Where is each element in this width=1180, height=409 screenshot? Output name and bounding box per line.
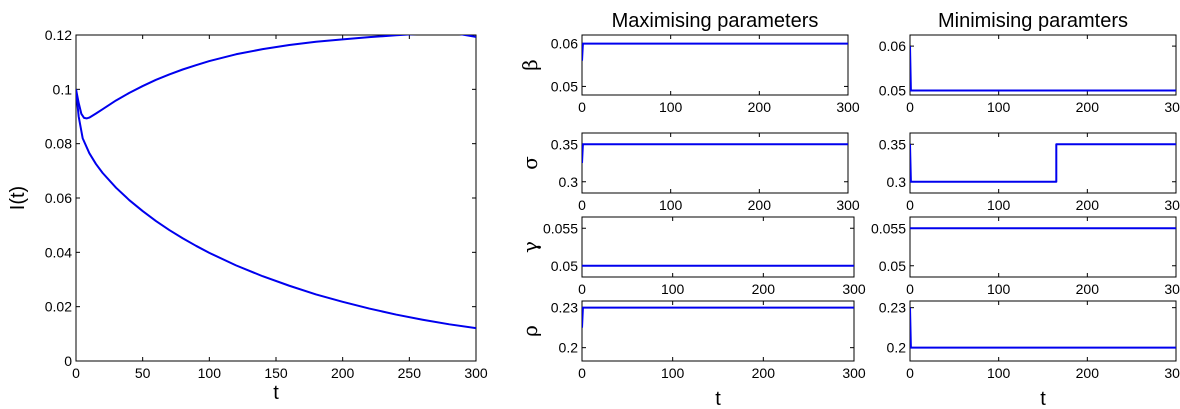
panel-main: 0 50 100 150 200 250 300 0 0.02 0.04 0.06 0.08 0.1 0.… xyxy=(7,27,488,404)
x-tick-label: 300 xyxy=(1164,281,1180,297)
x-tick-label: 200 xyxy=(748,99,772,115)
column-title-max: Maximising parameters xyxy=(612,10,819,32)
x-tick-label: 300 xyxy=(1164,197,1180,213)
x-axis-label: t xyxy=(273,382,279,404)
series-line-0 xyxy=(910,143,1176,183)
y-axis-label: γ xyxy=(518,241,542,253)
x-tick-label: 200 xyxy=(331,365,355,381)
y-tick-label: 0.05 xyxy=(551,258,578,274)
x-tick-label: 100 xyxy=(987,197,1011,213)
y-tick-label: 0.05 xyxy=(551,78,578,94)
x-tick-label: 50 xyxy=(135,365,151,381)
x-tick-label: 200 xyxy=(1076,197,1100,213)
x-tick-label: 100 xyxy=(659,99,683,115)
y-tick-label: 0.06 xyxy=(879,38,906,54)
series-line-0 xyxy=(76,35,476,120)
x-tick-label: 0 xyxy=(578,197,586,213)
column-title-min: Minimising paramters xyxy=(938,10,1128,32)
y-tick-label: 0.06 xyxy=(45,190,72,206)
plot-frame xyxy=(909,216,1177,278)
y-axis-label: σ xyxy=(518,156,542,170)
x-tick-label: 300 xyxy=(1164,99,1180,115)
y-tick-label: 0.2 xyxy=(559,340,579,356)
y-tick-label: 0.02 xyxy=(45,299,72,315)
x-tick-label: 200 xyxy=(1076,99,1100,115)
y-tick-label: 0.05 xyxy=(879,83,906,99)
plot-frame xyxy=(909,34,1177,96)
x-tick-label: 0 xyxy=(578,281,586,297)
y-tick-label: 0.12 xyxy=(45,27,72,43)
y-tick-label: 0.23 xyxy=(551,300,578,316)
x-tick-label: 300 xyxy=(836,197,860,213)
x-tick-label: 100 xyxy=(987,281,1011,297)
x-tick-label: 200 xyxy=(748,197,772,213)
y-tick-label: 0.055 xyxy=(871,220,906,236)
y-tick-label: 0.3 xyxy=(559,174,579,190)
y-axis-label: ρ xyxy=(518,325,542,337)
plot-frame xyxy=(909,300,1177,362)
y-tick-label: 0.3 xyxy=(887,174,907,190)
x-tick-label: 100 xyxy=(659,197,683,213)
y-axis-label: β xyxy=(518,59,542,71)
x-tick-label: 300 xyxy=(842,365,866,381)
y-tick-label: 0.2 xyxy=(887,340,907,356)
x-axis-label: t xyxy=(1040,388,1046,409)
panel-sigma-min: 0 100 200 300 0.3 0.35 xyxy=(879,132,1180,213)
x-tick-label: 0 xyxy=(906,99,914,115)
series-line-0 xyxy=(582,143,848,164)
y-tick-label: 0.1 xyxy=(53,81,73,97)
y-tick-label: 0 xyxy=(64,353,72,369)
series-line-0 xyxy=(910,307,1176,349)
x-tick-label: 300 xyxy=(464,365,488,381)
x-tick-label: 0 xyxy=(578,365,586,381)
x-tick-label: 0 xyxy=(906,281,914,297)
x-tick-label: 100 xyxy=(198,365,222,381)
x-tick-label: 0 xyxy=(72,365,80,381)
x-tick-label: 200 xyxy=(1076,281,1100,297)
panel-rho-min: 0 100 200 300 0.2 0.23 t xyxy=(879,300,1180,409)
y-tick-label: 0.23 xyxy=(879,300,906,316)
plot-frame xyxy=(75,34,477,362)
plot-frame xyxy=(581,34,849,96)
panel-gamma-min: 0 100 200 300 0.05 0.055 xyxy=(871,216,1180,297)
y-tick-label: 0.35 xyxy=(879,136,906,152)
y-tick-label: 0.05 xyxy=(879,258,906,274)
panel-beta-min: 0 100 200 300 0.05 0.06 xyxy=(879,34,1180,115)
y-axis-label: I(t) xyxy=(7,186,29,210)
series-line-1 xyxy=(76,89,476,330)
y-tick-label: 0.35 xyxy=(551,136,578,152)
series-line-0 xyxy=(582,42,848,61)
x-tick-label: 300 xyxy=(1164,365,1180,381)
x-tick-label: 100 xyxy=(661,281,685,297)
x-tick-label: 0 xyxy=(578,99,586,115)
x-tick-label: 200 xyxy=(752,365,776,381)
panel-sigma-max: 0 100 200 300 0.3 0.35 σ xyxy=(518,132,860,213)
x-tick-label: 0 xyxy=(906,197,914,213)
y-tick-label: 0.08 xyxy=(45,136,72,152)
plot-frame xyxy=(581,132,849,194)
x-tick-label: 300 xyxy=(842,281,866,297)
x-tick-label: 250 xyxy=(398,365,422,381)
panel-rho-max: 0 100 200 300 0.2 0.23 ρ t xyxy=(518,300,866,409)
x-tick-label: 100 xyxy=(987,365,1011,381)
x-tick-label: 200 xyxy=(752,281,776,297)
plot-frame xyxy=(909,132,1177,194)
y-tick-label: 0.06 xyxy=(551,36,578,52)
x-tick-label: 300 xyxy=(836,99,860,115)
y-tick-label: 0.055 xyxy=(543,220,578,236)
x-tick-label: 100 xyxy=(661,365,685,381)
series-line-0 xyxy=(582,306,854,328)
panel-beta-max: 0 100 200 300 0.05 0.06 β xyxy=(518,34,860,115)
x-axis-label: t xyxy=(715,388,721,409)
x-tick-label: 150 xyxy=(264,365,288,381)
plot-frame xyxy=(581,216,855,278)
series-line-0 xyxy=(910,46,1176,92)
x-tick-label: 200 xyxy=(1076,365,1100,381)
y-tick-label: 0.04 xyxy=(45,244,72,260)
plot-frame xyxy=(581,300,855,362)
x-tick-label: 0 xyxy=(906,365,914,381)
x-tick-label: 100 xyxy=(987,99,1011,115)
